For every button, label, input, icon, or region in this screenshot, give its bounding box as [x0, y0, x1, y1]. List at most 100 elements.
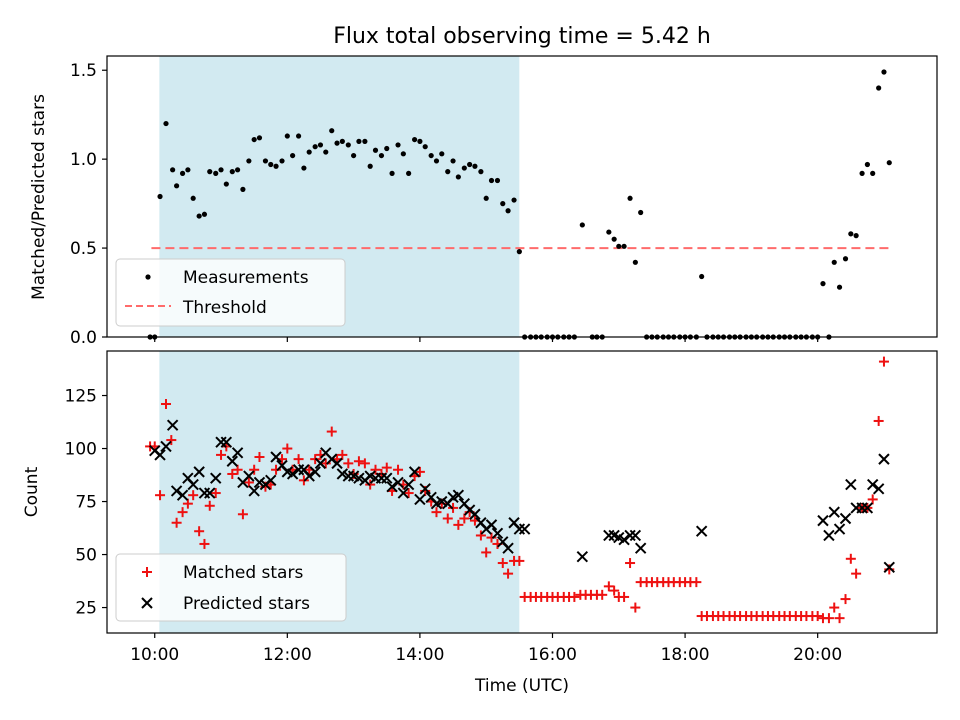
predicted-star-point	[828, 506, 840, 518]
measurement-point	[853, 233, 859, 239]
measurement-point	[412, 136, 418, 143]
matched-star-point	[481, 547, 492, 558]
matched-star-point	[834, 613, 845, 624]
x-tick-label: 16:00	[528, 645, 577, 665]
measurement-point	[329, 128, 335, 134]
measurement-point	[472, 163, 478, 169]
y-tick-label: 100	[65, 440, 97, 460]
measurement-point	[881, 69, 887, 75]
measurement-point	[317, 142, 324, 148]
predicted-star-point	[469, 508, 481, 520]
measurement-point	[579, 222, 585, 228]
count-panel: 25 50 75 100 125 10:00 12:00 14:00 16:00 18:00 20…	[22, 350, 938, 696]
predicted-star-point	[695, 525, 708, 537]
matched-star-point	[486, 532, 497, 543]
predicted-star-point	[248, 485, 260, 497]
measurement-point	[699, 273, 705, 280]
matched-star-point	[293, 454, 304, 465]
matched-legend-marker	[142, 567, 152, 577]
measurement-point	[223, 181, 229, 187]
predicted-star-point	[845, 478, 857, 491]
predicted-star-point	[817, 514, 829, 527]
count-x-axis-label: Time (UTC)	[474, 676, 569, 696]
measurement-point	[876, 85, 882, 91]
matched-star-point	[282, 443, 293, 454]
measurement-point	[356, 138, 362, 144]
measurement-point	[461, 165, 467, 171]
measurement-point	[301, 165, 307, 171]
measurement-point	[606, 229, 612, 235]
y-tick-label: 125	[65, 387, 97, 407]
measurement-points	[147, 69, 892, 340]
y-tick-label: 1.5	[70, 61, 97, 81]
matched-star-point	[393, 464, 404, 475]
matched-stars-points	[145, 356, 895, 624]
matched-star-point	[840, 594, 851, 605]
matched-star-point	[845, 553, 856, 564]
x-tick-label: 14:00	[395, 645, 444, 665]
matched-star-point	[177, 507, 188, 518]
predicted-star-point	[386, 480, 398, 493]
matched-star-point	[453, 519, 464, 530]
y-tick-label: 50	[75, 546, 97, 566]
measurement-point	[251, 136, 257, 143]
predicted-star-point	[314, 457, 327, 470]
matched-star-point	[161, 399, 172, 410]
measurement-point	[632, 259, 638, 265]
matched-star-point	[359, 458, 370, 469]
x-tick-label: 20:00	[793, 645, 842, 665]
matched-star-point	[851, 568, 862, 579]
predicted-star-point	[861, 502, 874, 514]
matched-star-point	[326, 426, 337, 437]
matched-star-point	[829, 602, 840, 613]
predicted-star-point	[353, 472, 365, 484]
matched-star-point	[337, 449, 348, 460]
predicted-star-point	[823, 529, 835, 542]
matched-star-point	[237, 509, 248, 520]
predicted-star-point	[872, 483, 885, 495]
predicted-stars-points	[149, 419, 895, 573]
measurement-point	[207, 169, 213, 175]
matched-legend-label: Matched stars	[183, 563, 303, 583]
measurement-point	[351, 152, 357, 159]
measurement-point	[384, 145, 390, 152]
predicted-star-point	[833, 523, 846, 535]
predicted-star-point	[309, 466, 321, 478]
predicted-star-point	[160, 440, 172, 453]
predicted-star-point	[231, 447, 244, 459]
matched-star-point	[210, 488, 221, 499]
matched-star-point	[381, 462, 392, 473]
measurement-point	[201, 211, 208, 217]
measurement-point	[831, 259, 837, 265]
predicted-star-point	[381, 472, 393, 484]
measurement-point	[157, 193, 163, 200]
measurement-point	[334, 140, 340, 146]
matched-star-point	[514, 555, 525, 566]
matched-star-point	[691, 577, 702, 588]
matched-star-point	[249, 464, 260, 475]
measurement-point	[505, 208, 511, 214]
measurement-point	[611, 236, 617, 242]
matched-star-point	[343, 458, 354, 469]
measurement-point	[886, 160, 892, 166]
predicted-legend-label: Predicted stars	[183, 594, 310, 614]
measurement-point	[279, 158, 285, 164]
predicted-star-point	[286, 468, 299, 480]
measurement-point	[406, 170, 412, 176]
measurement-point	[848, 231, 854, 237]
matched-star-point	[171, 517, 182, 528]
matched-star-point	[232, 464, 243, 475]
predicted-star-point	[452, 489, 465, 501]
measurement-point	[488, 177, 495, 184]
matched-star-point	[194, 526, 205, 537]
measurement-point	[295, 133, 302, 139]
predicted-star-point	[154, 449, 166, 461]
matched-star-point	[442, 513, 453, 524]
matched-star-point	[353, 456, 364, 467]
predicted-star-point	[408, 466, 421, 478]
matched-star-point	[619, 591, 630, 602]
predicted-star-point	[576, 550, 589, 563]
measurement-point	[174, 183, 180, 189]
predicted-star-point	[485, 519, 498, 531]
